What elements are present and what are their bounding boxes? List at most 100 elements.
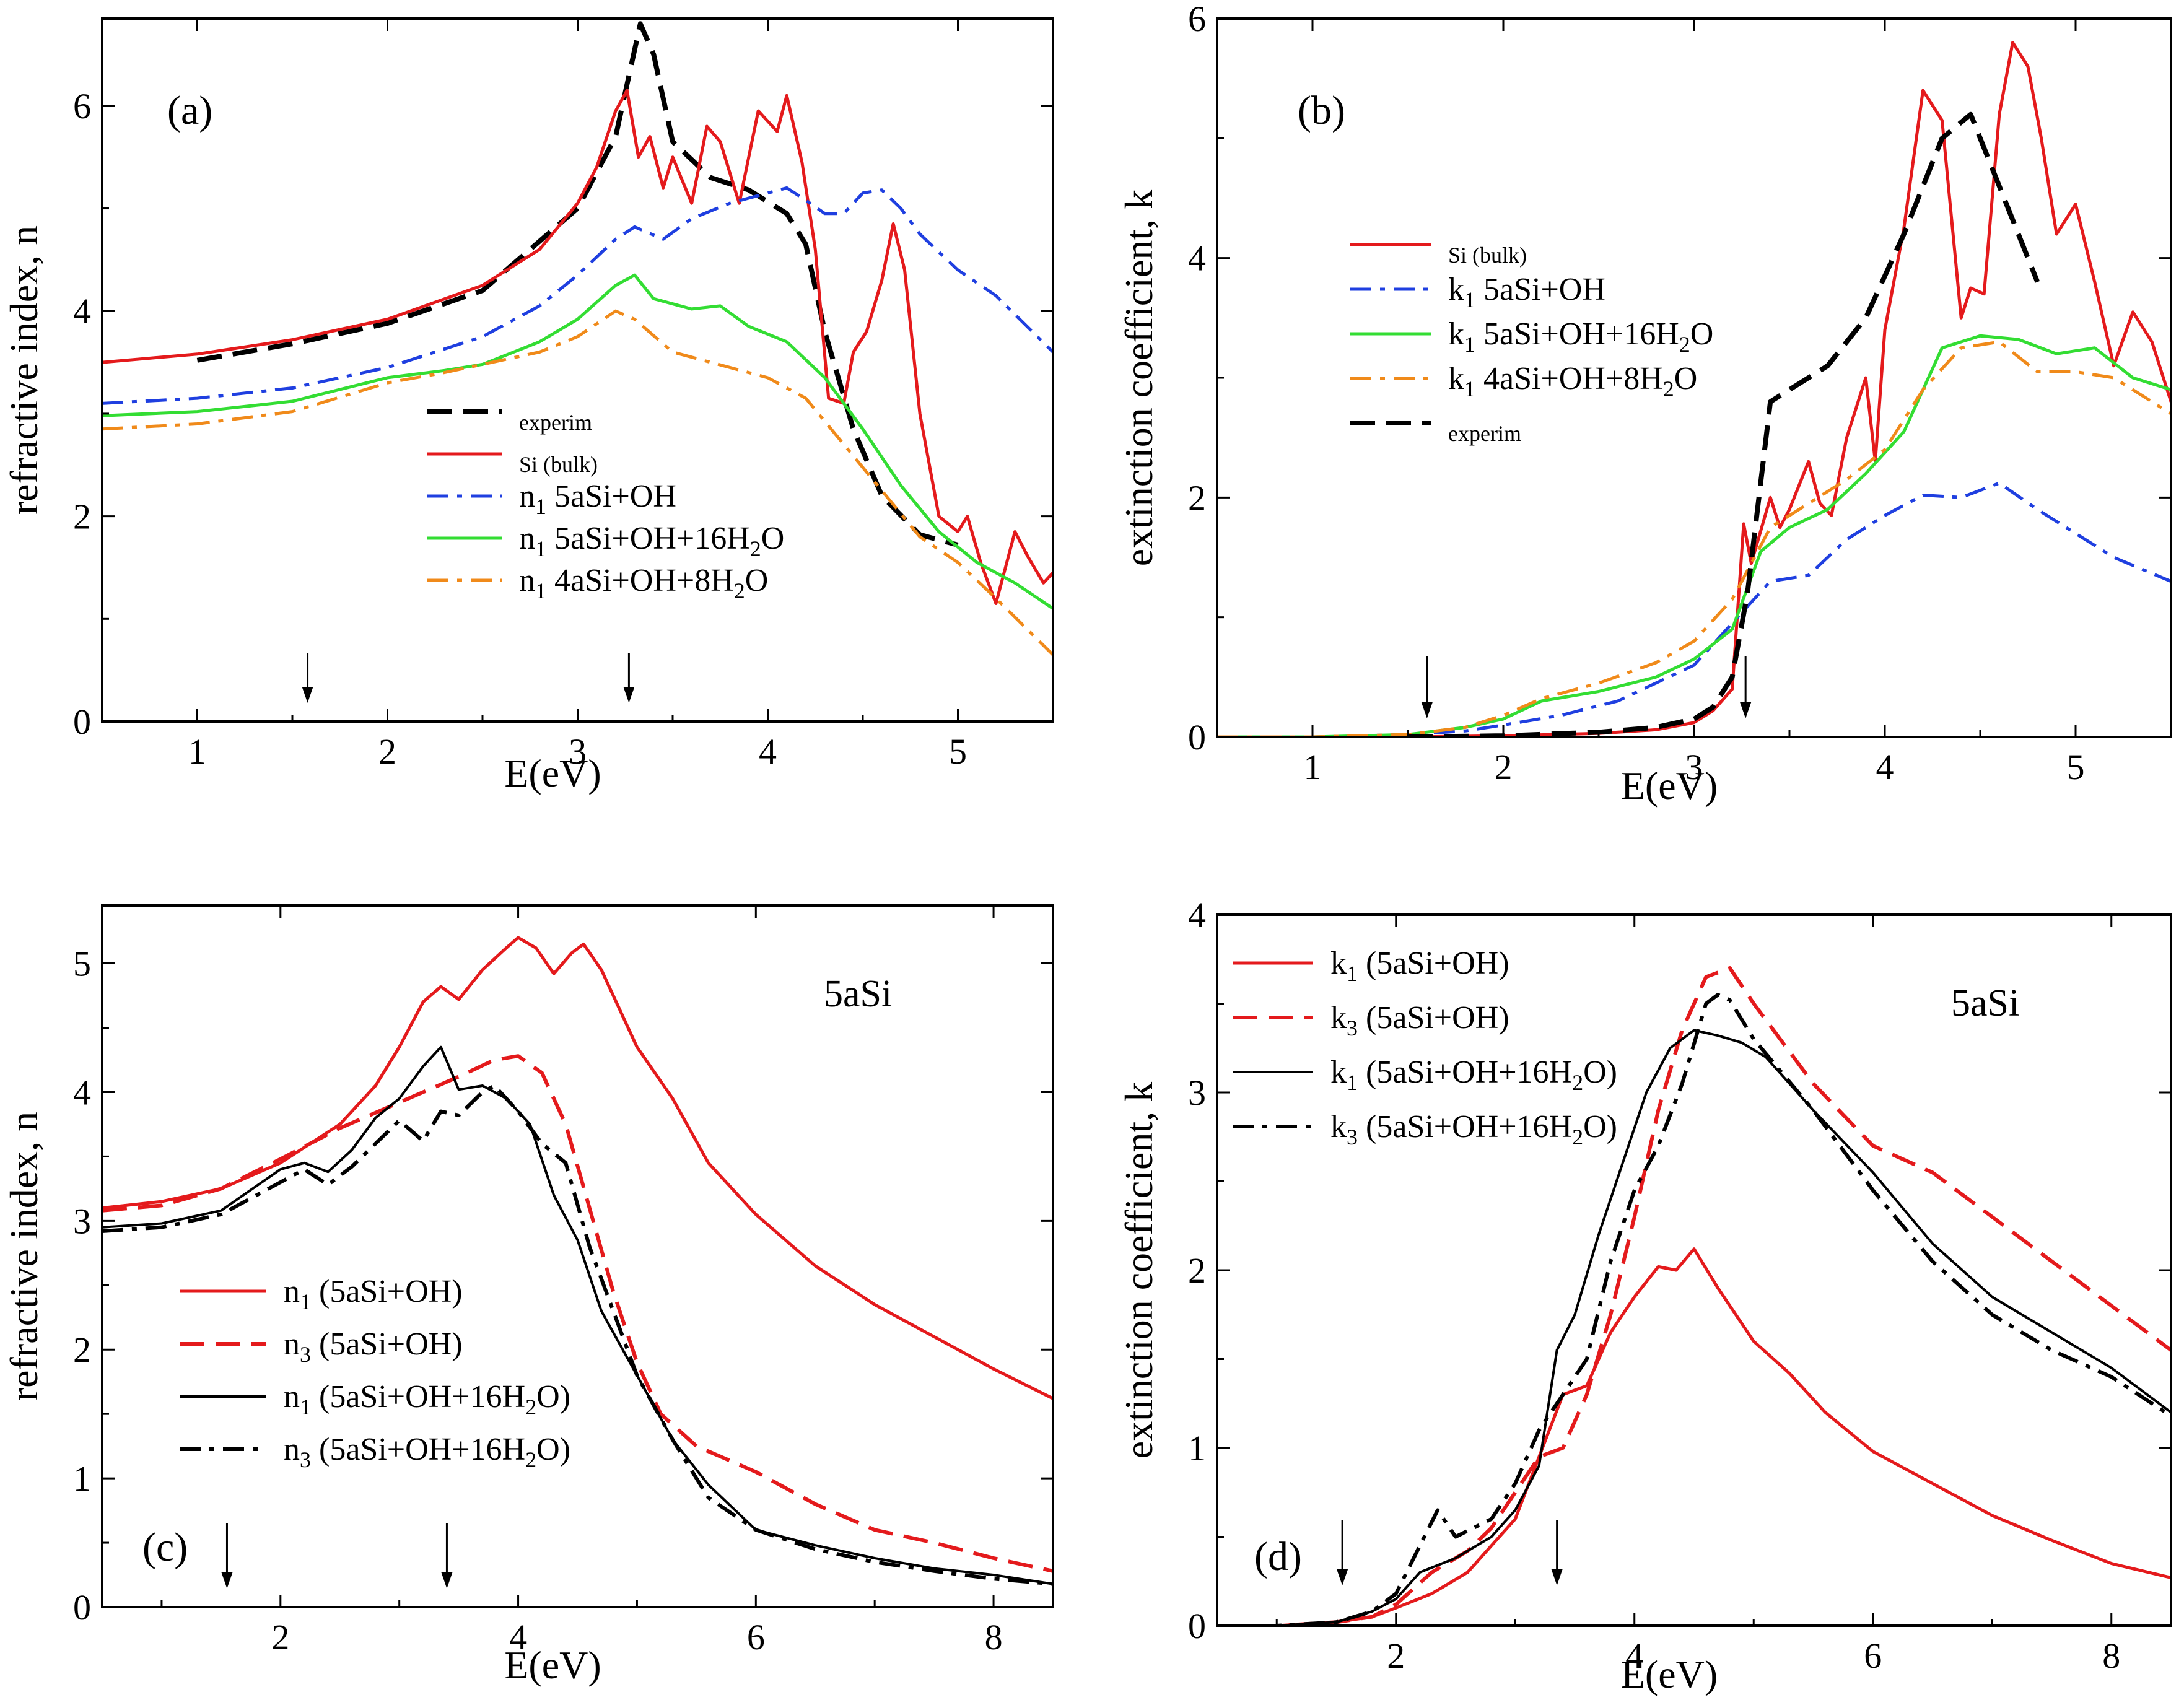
legend-text: (5aSi+OH) — [311, 1327, 463, 1362]
chart-panel-c: 2 4 6 8 0 1 2 3 4 5 E(eV) refractive index, n (c) 5aS… — [2, 904, 1054, 1687]
y-axis-label: refractive index, n — [2, 1112, 46, 1401]
y-tick-label: 1 — [73, 1458, 91, 1499]
x-tick-label: 4 — [1876, 747, 1894, 787]
series-group — [102, 936, 1053, 1586]
series-line-a-0 — [196, 21, 959, 547]
legend-text: n — [519, 521, 535, 556]
legend-text: n — [284, 1327, 300, 1362]
series-line-c-0 — [102, 936, 1053, 1400]
legend-text: O) — [1583, 1109, 1617, 1144]
series-line-d-1 — [1217, 966, 2171, 1626]
legend-subscript: 1 — [300, 1289, 311, 1314]
legend-subscript: Si (bulk) — [519, 452, 598, 477]
y-tick-label: 0 — [1188, 717, 1206, 757]
arrow-head — [1421, 702, 1433, 718]
series-line-b-3 — [1217, 340, 2171, 737]
plot-frame — [101, 904, 1054, 1608]
legend-label: n3 (5aSi+OH+16H2O) — [284, 1432, 570, 1472]
panel-label: (a) — [167, 88, 212, 133]
legend-text: (5aSi+OH+16H — [1358, 1109, 1572, 1144]
legend-text: n — [519, 563, 535, 598]
series-line-d-2 — [1217, 1029, 2171, 1626]
legend-text: 5aSi+OH+16H — [1475, 316, 1679, 352]
legend-text: O) — [1583, 1055, 1617, 1090]
legend-label: n1 4aSi+OH+8H2O — [519, 563, 768, 603]
legend-label: n1 (5aSi+OH+16H2O) — [284, 1379, 570, 1419]
legend-subscript: 2 — [1572, 1070, 1583, 1095]
x-axis-label: E(eV) — [504, 1643, 601, 1687]
x-tick-label: 5 — [949, 731, 967, 772]
legend-label: k3 (5aSi+OH) — [1330, 1000, 1509, 1040]
legend-text: 4aSi+OH+8H — [546, 563, 734, 598]
legend-subscript: 3 — [1347, 1016, 1358, 1040]
legend-subscript: 2 — [1663, 377, 1674, 401]
legend-text: k — [1448, 361, 1464, 396]
legend-text: O) — [536, 1379, 570, 1414]
legend-label: n1 5aSi+OH+16H2O — [519, 521, 784, 561]
series-line-b-1 — [1217, 481, 2171, 737]
legend-subscript: 2 — [525, 1395, 536, 1419]
y-axis-label: refractive index, n — [2, 225, 46, 515]
arrow-head — [1740, 702, 1752, 718]
legend-subscript: experim — [1448, 421, 1521, 446]
x-tick-label: 3 — [1685, 747, 1703, 787]
legend-label: k1 5aSi+OH — [1448, 272, 1605, 312]
series-line-b-0 — [1217, 41, 2171, 737]
x-axis-label: E(eV) — [504, 751, 601, 795]
y-tick-label: 0 — [73, 1587, 91, 1628]
series-group — [1217, 41, 2171, 737]
x-tick-label: 4 — [759, 731, 777, 772]
legend-text: O — [745, 563, 769, 598]
legend-label: k1 5aSi+OH+16H2O — [1448, 316, 1713, 357]
legend-text: 5aSi+OH — [1475, 272, 1605, 307]
x-tick-label: 1 — [188, 731, 206, 772]
legend-text: (5aSi+OH) — [1358, 946, 1509, 981]
arrow-head — [1337, 1569, 1348, 1585]
y-tick-label: 3 — [73, 1201, 91, 1241]
legend-subscript: 1 — [535, 536, 546, 561]
legend-subscript: 2 — [525, 1447, 536, 1472]
x-tick-label: 1 — [1304, 747, 1322, 787]
y-tick-label: 4 — [73, 291, 91, 331]
legend-subscript: 1 — [1347, 1070, 1358, 1095]
series-line-d-0 — [1217, 1247, 2171, 1626]
x-tick-label: 2 — [271, 1617, 289, 1657]
chart-panel-a: 1 2 3 4 5 0 2 4 6 E(eV) refractive index, n (a) expe… — [2, 17, 1054, 795]
y-tick-label: 0 — [1188, 1606, 1206, 1646]
legend-text: O) — [536, 1432, 570, 1467]
series-line-b-2 — [1217, 334, 2171, 737]
y-axis-label: extinction coefficient, k — [1117, 1082, 1161, 1458]
arrow-head — [221, 1572, 233, 1589]
legend-subscript: 3 — [300, 1447, 311, 1472]
x-axis-label: E(eV) — [1621, 1652, 1718, 1696]
series-group — [102, 21, 1053, 656]
x-tick-label: 8 — [2102, 1636, 2120, 1676]
plot-frame — [101, 17, 1054, 723]
series-line-c-1 — [102, 1054, 1053, 1573]
legend-subscript: 1 — [1464, 287, 1475, 312]
x-axis-label: E(eV) — [1621, 764, 1718, 808]
legend-label: Si (bulk) — [1448, 243, 1527, 268]
arrow-head — [441, 1572, 453, 1589]
y-tick-label: 5 — [73, 944, 91, 984]
x-tick-label: 6 — [747, 1617, 765, 1657]
legend-text: k — [1448, 316, 1464, 352]
x-tick-label: 2 — [378, 731, 396, 772]
legend-text: (5aSi+OH) — [1358, 1000, 1509, 1035]
legend-text: n — [284, 1379, 300, 1414]
legend-text: k — [1330, 1109, 1347, 1144]
y-tick-label: 4 — [1188, 895, 1206, 935]
y-tick-label: 3 — [1188, 1073, 1206, 1113]
panel-label: (b) — [1298, 88, 1345, 133]
legend-text: (5aSi+OH+16H — [311, 1432, 525, 1467]
legend-subscript: 1 — [1347, 961, 1358, 986]
legend-text: 5aSi+OH+16H — [546, 521, 750, 556]
legend-label: experim — [1448, 421, 1521, 446]
legend-text: (5aSi+OH+16H — [311, 1379, 525, 1414]
legend-subscript: 2 — [1572, 1125, 1583, 1149]
chart-panel-b: 1 2 3 4 5 0 2 4 6 E(eV) extinction coefficient, k (… — [1117, 0, 2172, 808]
x-tick-label: 6 — [1864, 1636, 1882, 1676]
